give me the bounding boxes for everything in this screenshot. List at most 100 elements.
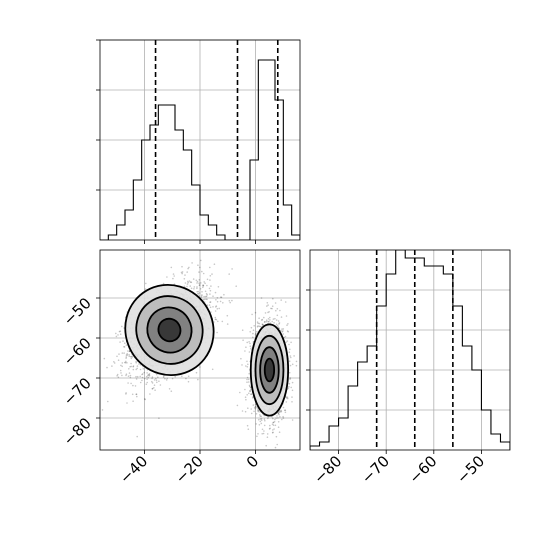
scatter-point: [209, 306, 212, 309]
scatter-point: [263, 316, 265, 319]
scatter-point: [145, 375, 148, 378]
scatter-point: [271, 423, 274, 426]
scatter-point: [277, 320, 280, 322]
scatter-point: [125, 374, 127, 377]
scatter-point: [157, 376, 159, 379]
scatter-point: [221, 320, 224, 323]
scatter-point: [282, 406, 285, 409]
scatter-point: [198, 279, 201, 281]
scatter-point: [116, 373, 119, 376]
scatter-point: [278, 410, 281, 413]
scatter-point: [123, 361, 126, 364]
scatter-point: [129, 355, 132, 358]
scatter-point: [278, 411, 281, 414]
scatter-point: [255, 413, 258, 415]
scatter-point: [148, 375, 151, 377]
scatter-point: [202, 285, 205, 287]
scatter-point: [127, 382, 129, 384]
scatter-point: [278, 322, 281, 324]
scatter-point: [155, 377, 157, 380]
scatter-point: [197, 378, 199, 381]
scatter-point: [132, 384, 134, 387]
scatter-point: [143, 398, 146, 400]
scatter-point: [151, 388, 154, 390]
scatter-point: [136, 365, 139, 367]
scatter-point: [255, 406, 257, 408]
scatter-point: [181, 271, 184, 273]
scatter-point: [259, 414, 261, 416]
scatter-point: [204, 282, 206, 285]
scatter-point: [291, 396, 293, 398]
scatter-point: [287, 387, 290, 390]
scatter-point: [291, 381, 294, 384]
scatter-point: [260, 297, 263, 299]
scatter-point: [293, 355, 295, 357]
scatter-point: [139, 375, 141, 378]
scatter-point: [285, 397, 288, 399]
scatter-point: [168, 388, 171, 390]
scatter-point: [286, 340, 289, 342]
scatter-point: [205, 292, 208, 295]
scatter-point: [151, 377, 153, 380]
scatter-point: [258, 317, 260, 320]
scatter-point: [130, 382, 132, 385]
scatter-point: [196, 286, 198, 288]
scatter-point: [228, 273, 230, 275]
scatter-point: [204, 290, 207, 293]
scatter-point: [201, 291, 203, 293]
scatter-point: [290, 341, 292, 344]
scatter-point: [144, 398, 146, 401]
scatter-point: [199, 366, 201, 368]
scatter-point: [250, 393, 252, 396]
scatter-point: [254, 311, 257, 314]
right-histogram-frame: [309, 249, 511, 451]
scatter-point: [286, 396, 289, 399]
scatter-point: [247, 428, 250, 431]
scatter-point: [127, 350, 129, 352]
scatter-point: [244, 396, 247, 399]
scatter-point: [138, 363, 140, 365]
scatter-point: [216, 331, 218, 334]
scatter-point: [267, 311, 269, 314]
scatter-point: [268, 320, 270, 323]
scatter-point: [139, 368, 142, 371]
scatter-point: [131, 356, 134, 358]
scatter-point: [130, 357, 133, 360]
scatter-point: [151, 382, 154, 384]
scatter-point: [269, 316, 271, 319]
scatter-point: [272, 421, 275, 424]
scatter-point: [218, 307, 220, 310]
scatter-point: [295, 364, 298, 367]
scatter-point: [117, 334, 119, 336]
scatter-point: [174, 375, 176, 378]
scatter-point: [279, 411, 282, 413]
scatter-point: [245, 365, 247, 367]
scatter-point: [206, 298, 208, 301]
scatter-point: [288, 386, 290, 388]
scatter-point: [187, 267, 189, 270]
scatter-point: [287, 330, 290, 333]
scatter-point: [113, 362, 116, 364]
scatter-point: [120, 364, 122, 367]
scatter-point: [202, 272, 205, 275]
right-histogram-ticks: −80 −70 −60 −50: [306, 289, 488, 487]
scatter-point: [198, 282, 200, 285]
density-contour: [263, 357, 276, 383]
scatter-point: [257, 409, 259, 412]
scatter-point: [196, 287, 198, 290]
scatter-point: [211, 273, 213, 275]
density-fill-level: [264, 358, 275, 382]
scatter-point: [153, 387, 155, 389]
scatter-point: [143, 377, 146, 380]
scatter-point: [206, 278, 209, 281]
scatter-point: [206, 284, 208, 287]
scatter-point: [276, 314, 279, 317]
scatter-point: [267, 320, 269, 323]
scatter-point: [248, 351, 251, 353]
scatter-point: [187, 281, 189, 284]
scatter-point: [247, 407, 249, 410]
scatter-point: [280, 410, 283, 413]
scatter-point: [126, 402, 128, 404]
